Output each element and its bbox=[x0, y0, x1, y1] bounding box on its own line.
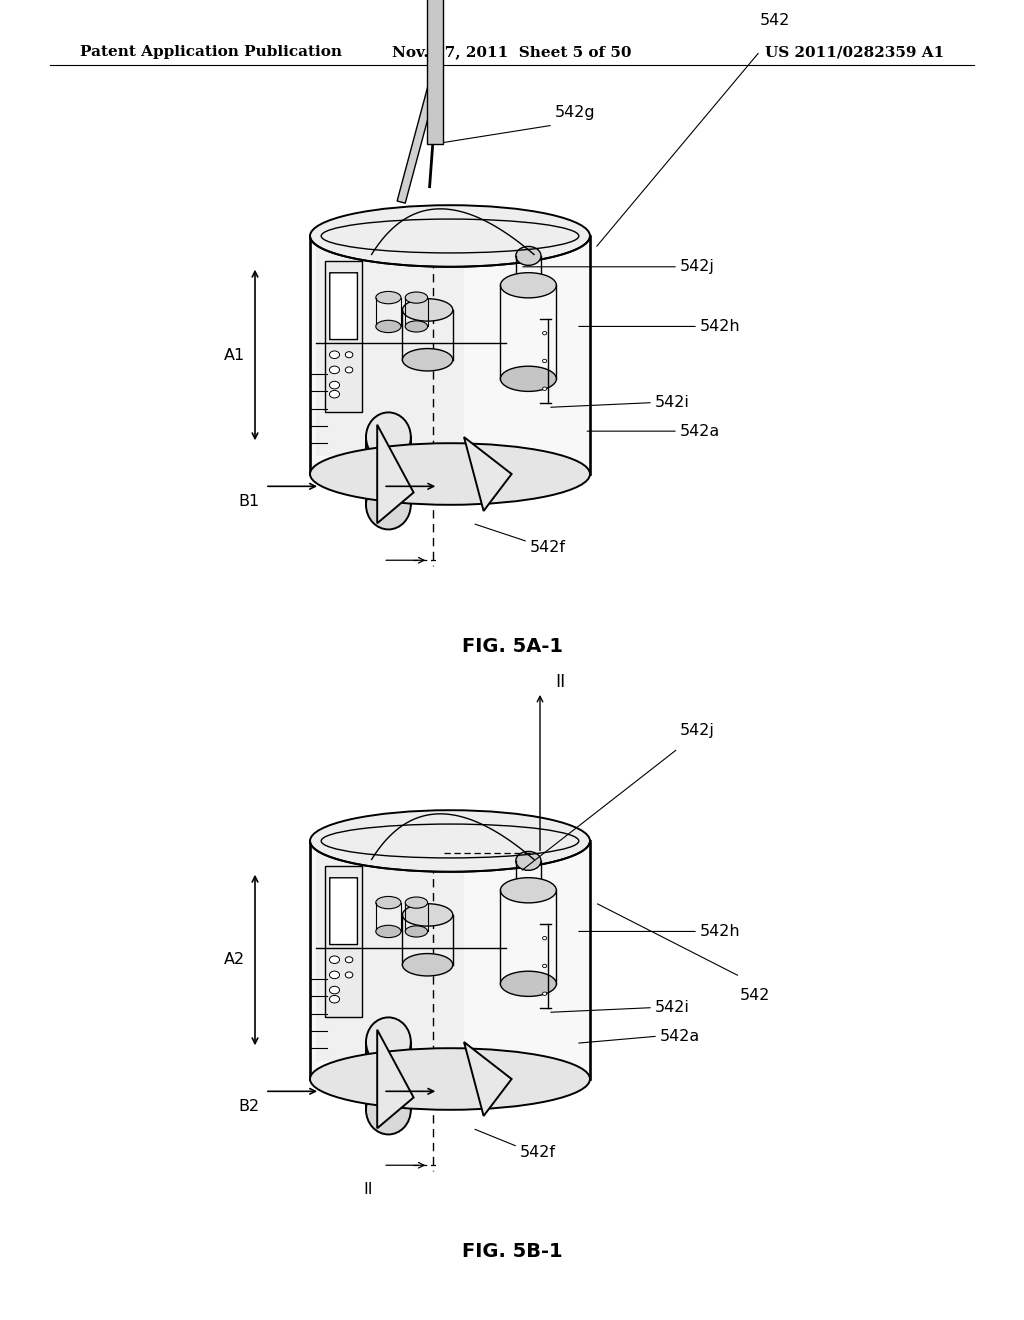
Ellipse shape bbox=[402, 298, 453, 321]
Polygon shape bbox=[377, 425, 414, 523]
Ellipse shape bbox=[406, 925, 428, 937]
Text: 542: 542 bbox=[740, 987, 770, 1002]
Text: A2: A2 bbox=[224, 953, 245, 968]
Ellipse shape bbox=[402, 953, 453, 975]
Ellipse shape bbox=[310, 444, 590, 504]
Ellipse shape bbox=[516, 247, 541, 265]
Text: Nov. 17, 2011  Sheet 5 of 50: Nov. 17, 2011 Sheet 5 of 50 bbox=[392, 45, 632, 59]
Ellipse shape bbox=[345, 351, 353, 358]
Ellipse shape bbox=[516, 851, 541, 870]
Text: FIG. 5B-1: FIG. 5B-1 bbox=[462, 1242, 562, 1261]
Ellipse shape bbox=[543, 331, 547, 335]
Ellipse shape bbox=[366, 412, 411, 462]
Text: II: II bbox=[555, 673, 565, 690]
Text: 542f: 542f bbox=[520, 1146, 556, 1160]
Ellipse shape bbox=[501, 273, 556, 298]
Text: 542j: 542j bbox=[680, 259, 715, 275]
Text: FIG. 5A-1: FIG. 5A-1 bbox=[462, 638, 562, 656]
Bar bbox=[397, 82, 437, 203]
Ellipse shape bbox=[501, 366, 556, 392]
Bar bbox=[326, 866, 361, 1018]
Text: 542h: 542h bbox=[700, 319, 740, 334]
Ellipse shape bbox=[543, 359, 547, 363]
Ellipse shape bbox=[345, 972, 353, 978]
Text: A1: A1 bbox=[224, 347, 245, 363]
Polygon shape bbox=[464, 1041, 512, 1115]
Text: 542h: 542h bbox=[700, 924, 740, 939]
Ellipse shape bbox=[330, 986, 340, 994]
Text: 542: 542 bbox=[760, 13, 791, 28]
Bar bbox=[427, 0, 442, 144]
Ellipse shape bbox=[406, 292, 428, 304]
Ellipse shape bbox=[330, 381, 340, 389]
Ellipse shape bbox=[376, 321, 401, 333]
Ellipse shape bbox=[543, 993, 547, 995]
Ellipse shape bbox=[376, 925, 401, 937]
Ellipse shape bbox=[310, 205, 590, 267]
Text: B1: B1 bbox=[239, 494, 260, 508]
Ellipse shape bbox=[501, 878, 556, 903]
Ellipse shape bbox=[406, 321, 428, 333]
FancyBboxPatch shape bbox=[330, 878, 357, 945]
Ellipse shape bbox=[330, 366, 340, 374]
Text: B1: B1 bbox=[403, 453, 425, 469]
Ellipse shape bbox=[376, 292, 401, 304]
Ellipse shape bbox=[406, 898, 428, 908]
Ellipse shape bbox=[501, 972, 556, 997]
Text: 542j: 542j bbox=[680, 722, 715, 738]
Text: 542a: 542a bbox=[680, 424, 720, 438]
Ellipse shape bbox=[310, 1048, 590, 1110]
Ellipse shape bbox=[330, 956, 340, 964]
Polygon shape bbox=[310, 236, 590, 474]
Text: B2: B2 bbox=[403, 1059, 424, 1073]
Ellipse shape bbox=[366, 480, 411, 529]
Ellipse shape bbox=[345, 957, 353, 962]
Text: 542f: 542f bbox=[530, 540, 566, 556]
Ellipse shape bbox=[330, 995, 340, 1003]
Text: II: II bbox=[364, 1183, 373, 1197]
Text: 542i: 542i bbox=[655, 395, 690, 411]
Ellipse shape bbox=[402, 348, 453, 371]
Ellipse shape bbox=[330, 972, 340, 978]
Polygon shape bbox=[310, 841, 590, 1078]
Bar bbox=[326, 260, 361, 412]
Ellipse shape bbox=[310, 810, 590, 871]
Ellipse shape bbox=[345, 367, 353, 374]
Text: 542g: 542g bbox=[555, 106, 596, 120]
Text: Patent Application Publication: Patent Application Publication bbox=[80, 45, 342, 59]
Ellipse shape bbox=[402, 904, 453, 927]
Ellipse shape bbox=[543, 965, 547, 968]
Text: B2: B2 bbox=[239, 1098, 260, 1114]
Ellipse shape bbox=[330, 391, 340, 397]
Text: US 2011/0282359 A1: US 2011/0282359 A1 bbox=[765, 45, 944, 59]
Text: 542i: 542i bbox=[655, 1001, 690, 1015]
Ellipse shape bbox=[543, 387, 547, 391]
FancyBboxPatch shape bbox=[330, 273, 357, 339]
Polygon shape bbox=[377, 1030, 414, 1129]
Polygon shape bbox=[464, 437, 512, 511]
Ellipse shape bbox=[366, 1018, 411, 1067]
Polygon shape bbox=[315, 847, 464, 1060]
Text: 542a: 542a bbox=[660, 1028, 700, 1044]
Ellipse shape bbox=[376, 896, 401, 908]
Ellipse shape bbox=[543, 936, 547, 940]
Polygon shape bbox=[315, 242, 464, 455]
Ellipse shape bbox=[366, 1085, 411, 1134]
Ellipse shape bbox=[330, 351, 340, 359]
